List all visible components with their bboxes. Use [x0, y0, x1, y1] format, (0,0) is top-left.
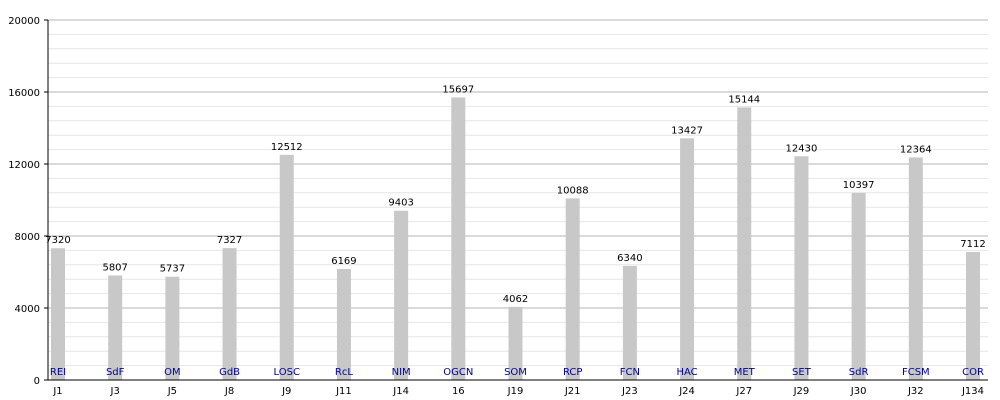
- data-label: 4062: [503, 294, 528, 305]
- data-label: 15697: [442, 84, 474, 95]
- data-label: 9403: [388, 198, 413, 209]
- bar: [851, 192, 866, 380]
- x-tick-label: J14: [392, 386, 409, 397]
- data-label: 13427: [671, 125, 703, 136]
- bar: [508, 306, 523, 380]
- team-label: FCN: [620, 367, 640, 378]
- data-label: 7112: [960, 239, 985, 250]
- bar: [908, 157, 923, 380]
- x-tick-label: J1: [52, 386, 62, 397]
- team-label: COR: [962, 367, 984, 378]
- data-label: 10397: [843, 180, 875, 191]
- grid-lines: [48, 19, 988, 381]
- team-label: OGCN: [443, 367, 473, 378]
- y-tick-label: 16000: [8, 88, 40, 99]
- team-labels: REI SdF OM GdB LOSC RcL NIM OGCN SOM RCP FCN HAC MET…: [50, 367, 984, 378]
- data-label: 6169: [331, 256, 356, 267]
- bar: [451, 97, 466, 380]
- x-tick-label: J134: [961, 386, 984, 397]
- bar: [394, 210, 409, 380]
- data-label: 12430: [786, 143, 818, 154]
- bar: [622, 265, 637, 380]
- team-label: LOSC: [274, 367, 300, 378]
- team-label: SdF: [106, 367, 125, 378]
- team-label: RcL: [335, 367, 353, 378]
- team-label: MET: [734, 367, 756, 378]
- data-label: 7320: [45, 235, 70, 246]
- team-label: NIM: [392, 367, 411, 378]
- data-label: 5737: [160, 264, 185, 275]
- x-tick-label: J21: [564, 386, 581, 397]
- data-label: 15144: [728, 94, 760, 105]
- y-tick-label: 0: [34, 376, 40, 387]
- x-tick-label: J24: [678, 386, 695, 397]
- bar: [336, 268, 351, 380]
- y-tick-label: 4000: [15, 304, 40, 315]
- team-label: HAC: [676, 367, 697, 378]
- team-label: FCSM: [902, 367, 930, 378]
- data-label: 12364: [900, 144, 932, 155]
- y-axis-ticks: 0 4000 8000 12000 16000 20000: [8, 16, 48, 387]
- bar: [680, 138, 695, 380]
- data-label: 5807: [102, 262, 127, 273]
- x-axis-ticks: J1 J3 J5 J8 J9 J11 J14 16 J19 J21 J23 J24 J27 J29 J30 J…: [52, 386, 984, 397]
- x-tick-label: J8: [224, 386, 234, 397]
- bar: [165, 276, 180, 380]
- data-label: 10088: [557, 185, 589, 196]
- y-tick-label: 8000: [15, 232, 40, 243]
- team-label: REI: [50, 367, 66, 378]
- bar: [108, 275, 123, 380]
- x-tick-label: J9: [281, 386, 291, 397]
- x-tick-label: J32: [907, 386, 924, 397]
- bar: [279, 154, 294, 380]
- data-label: 7327: [217, 235, 242, 246]
- x-tick-label: J5: [167, 386, 177, 397]
- bar: [222, 248, 237, 380]
- team-label: SdR: [849, 367, 869, 378]
- x-tick-label: J29: [793, 386, 810, 397]
- team-label: OM: [164, 367, 181, 378]
- x-tick-label: J23: [621, 386, 638, 397]
- x-tick-label: J19: [507, 386, 524, 397]
- team-label: SET: [792, 367, 812, 378]
- team-label: GdB: [219, 367, 240, 378]
- x-tick-label: J11: [335, 386, 352, 397]
- bar: [966, 251, 980, 380]
- data-label: 6340: [617, 253, 642, 264]
- bar: [51, 248, 65, 380]
- bars: [51, 97, 980, 381]
- y-tick-label: 12000: [8, 160, 40, 171]
- x-tick-label: J30: [850, 386, 867, 397]
- x-tick-label: 16: [452, 386, 465, 397]
- data-label: 12512: [271, 142, 303, 153]
- value-labels: 7320 5807 5737 7327 12512 6169 9403 15697 4062 10…: [45, 84, 985, 304]
- team-label: RCP: [563, 367, 582, 378]
- team-label: SOM: [504, 367, 527, 378]
- x-tick-label: J27: [735, 386, 752, 397]
- y-tick-label: 20000: [8, 16, 40, 27]
- x-tick-label: J3: [110, 386, 120, 397]
- bar: [737, 107, 752, 381]
- bar: [794, 156, 809, 380]
- bar: [565, 198, 580, 380]
